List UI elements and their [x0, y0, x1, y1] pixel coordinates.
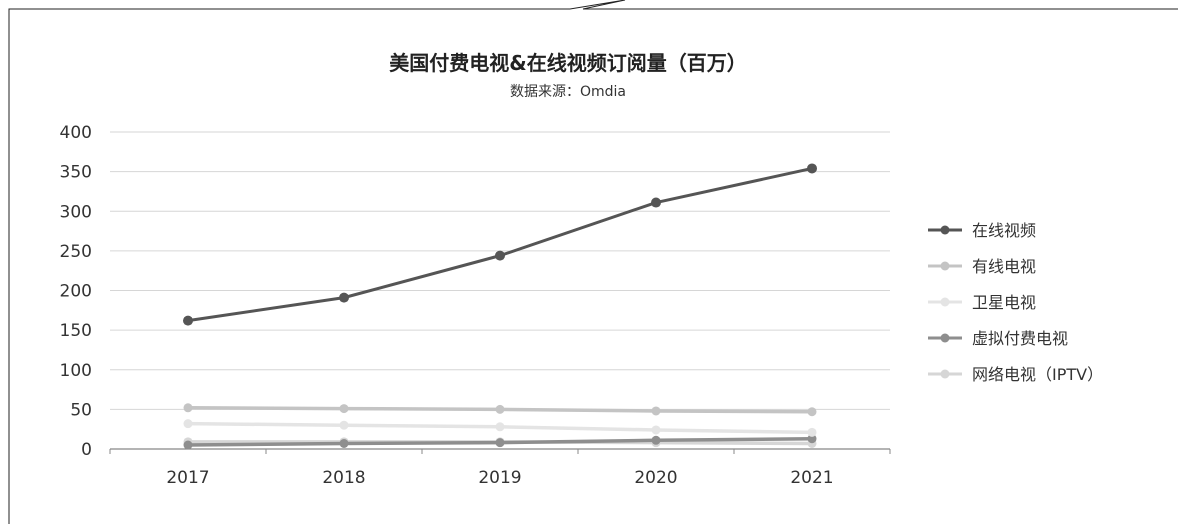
legend-label: 网络电视（IPTV）	[972, 365, 1103, 384]
data-point	[183, 419, 193, 429]
data-point	[651, 425, 661, 435]
legend-item: 有线电视	[928, 257, 1036, 276]
legend-marker	[940, 333, 950, 343]
chart-title: 美国付费电视&在线视频订阅量（百万）	[389, 51, 746, 75]
x-tick-label: 2017	[166, 468, 209, 488]
data-point	[183, 403, 193, 413]
y-axis-ticks: 0 50 100 150 200 250 300 350 400	[60, 123, 92, 460]
y-tick-label: 350	[60, 163, 92, 183]
data-point	[807, 163, 817, 174]
y-tick-label: 200	[60, 282, 92, 302]
x-tick-label: 2021	[790, 468, 833, 488]
data-point	[183, 315, 193, 326]
plot-area	[183, 163, 817, 450]
series-line	[187, 166, 813, 323]
legend-item: 在线视频	[928, 221, 1036, 240]
data-point	[651, 435, 661, 445]
legend-item: 网络电视（IPTV）	[928, 365, 1103, 384]
data-point	[495, 438, 505, 448]
data-point	[339, 404, 349, 414]
y-tick-label: 300	[60, 202, 92, 222]
series-2	[183, 419, 817, 437]
data-point	[807, 407, 817, 417]
series-1	[183, 403, 817, 417]
y-tick-label: 150	[60, 321, 92, 341]
y-tick-label: 100	[60, 361, 92, 381]
legend-label: 有线电视	[972, 257, 1036, 276]
data-point	[807, 434, 817, 444]
data-point	[495, 422, 505, 432]
legend-label: 虚拟付费电视	[972, 329, 1068, 348]
data-point	[495, 250, 505, 261]
gridlines	[110, 131, 890, 410]
data-point	[183, 440, 193, 450]
legend-marker	[940, 225, 950, 235]
data-point	[651, 197, 661, 208]
data-point	[339, 420, 349, 430]
x-tick-label: 2018	[322, 468, 365, 488]
x-axis	[109, 448, 891, 454]
x-axis-ticks: 2017 2018 2019 2020 2021	[166, 468, 833, 488]
legend-label: 卫星电视	[972, 293, 1036, 312]
data-point	[495, 404, 505, 414]
data-point	[339, 292, 349, 303]
callout-border	[8, 0, 1178, 524]
legend-item: 虚拟付费电视	[928, 329, 1068, 348]
series-3	[183, 434, 817, 450]
x-tick-label: 2019	[478, 468, 521, 488]
y-tick-label: 0	[81, 440, 92, 460]
data-point	[807, 427, 817, 437]
series-0	[183, 163, 817, 326]
legend-marker	[940, 369, 950, 379]
data-point	[339, 438, 349, 448]
legend-marker	[940, 297, 950, 307]
y-tick-label: 250	[60, 242, 92, 262]
data-point	[651, 406, 661, 416]
chart-subtitle: 数据来源：Omdia	[510, 84, 626, 100]
x-tick-label: 2020	[634, 468, 677, 488]
legend-marker	[940, 261, 950, 271]
y-tick-label: 400	[60, 123, 92, 143]
y-tick-label: 50	[70, 400, 92, 420]
legend-label: 在线视频	[972, 221, 1036, 240]
legend-item: 卫星电视	[928, 293, 1036, 312]
